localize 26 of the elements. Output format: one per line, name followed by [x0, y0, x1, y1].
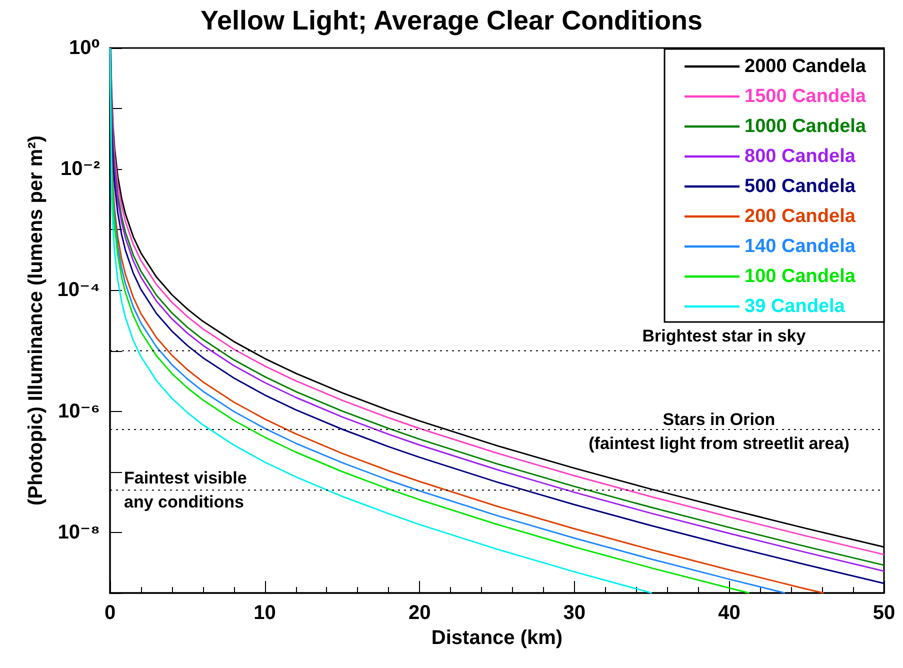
x-tick-label: 40	[718, 602, 740, 624]
legend-label: 1500 Candela	[744, 86, 866, 107]
legend-label: 800 Candela	[744, 146, 856, 167]
x-tick-label: 10	[254, 602, 276, 624]
legend-label: 100 Candela	[744, 266, 856, 287]
y-axis-title: (Photopic) Illuminance (lumens per m²)	[25, 135, 47, 506]
legend-label: 39 Candela	[744, 296, 846, 317]
ref-line-label: Faintest visible any conditions	[124, 468, 247, 512]
legend-label: 1000 Candela	[744, 116, 866, 137]
ref-line-label: Stars in Orion (faintest light from streetlit area)	[588, 410, 850, 454]
ref-line-label: Brightest star in sky	[642, 326, 806, 346]
y-tick-label: 10⁰	[68, 37, 100, 59]
x-tick-label: 20	[408, 602, 431, 624]
x-tick-label: 0	[104, 602, 116, 624]
x-tick-label: 30	[563, 602, 586, 624]
y-tick-label: 10⁻⁴	[57, 279, 100, 302]
chart-title: Yellow Light; Average Clear Conditions	[200, 6, 703, 36]
x-tick-label: 50	[872, 602, 896, 624]
legend-label: 500 Candela	[744, 176, 856, 197]
legend-label: 140 Candela	[744, 236, 856, 257]
y-tick-label: 10⁻⁸	[58, 521, 100, 544]
legend-label: 200 Candela	[744, 206, 856, 227]
x-axis-title: Distance (km)	[431, 626, 563, 649]
y-tick-label: 10⁻²	[60, 158, 100, 180]
legend-label: 2000 Candela	[744, 56, 866, 77]
y-tick-label: 10⁻⁶	[58, 400, 100, 422]
